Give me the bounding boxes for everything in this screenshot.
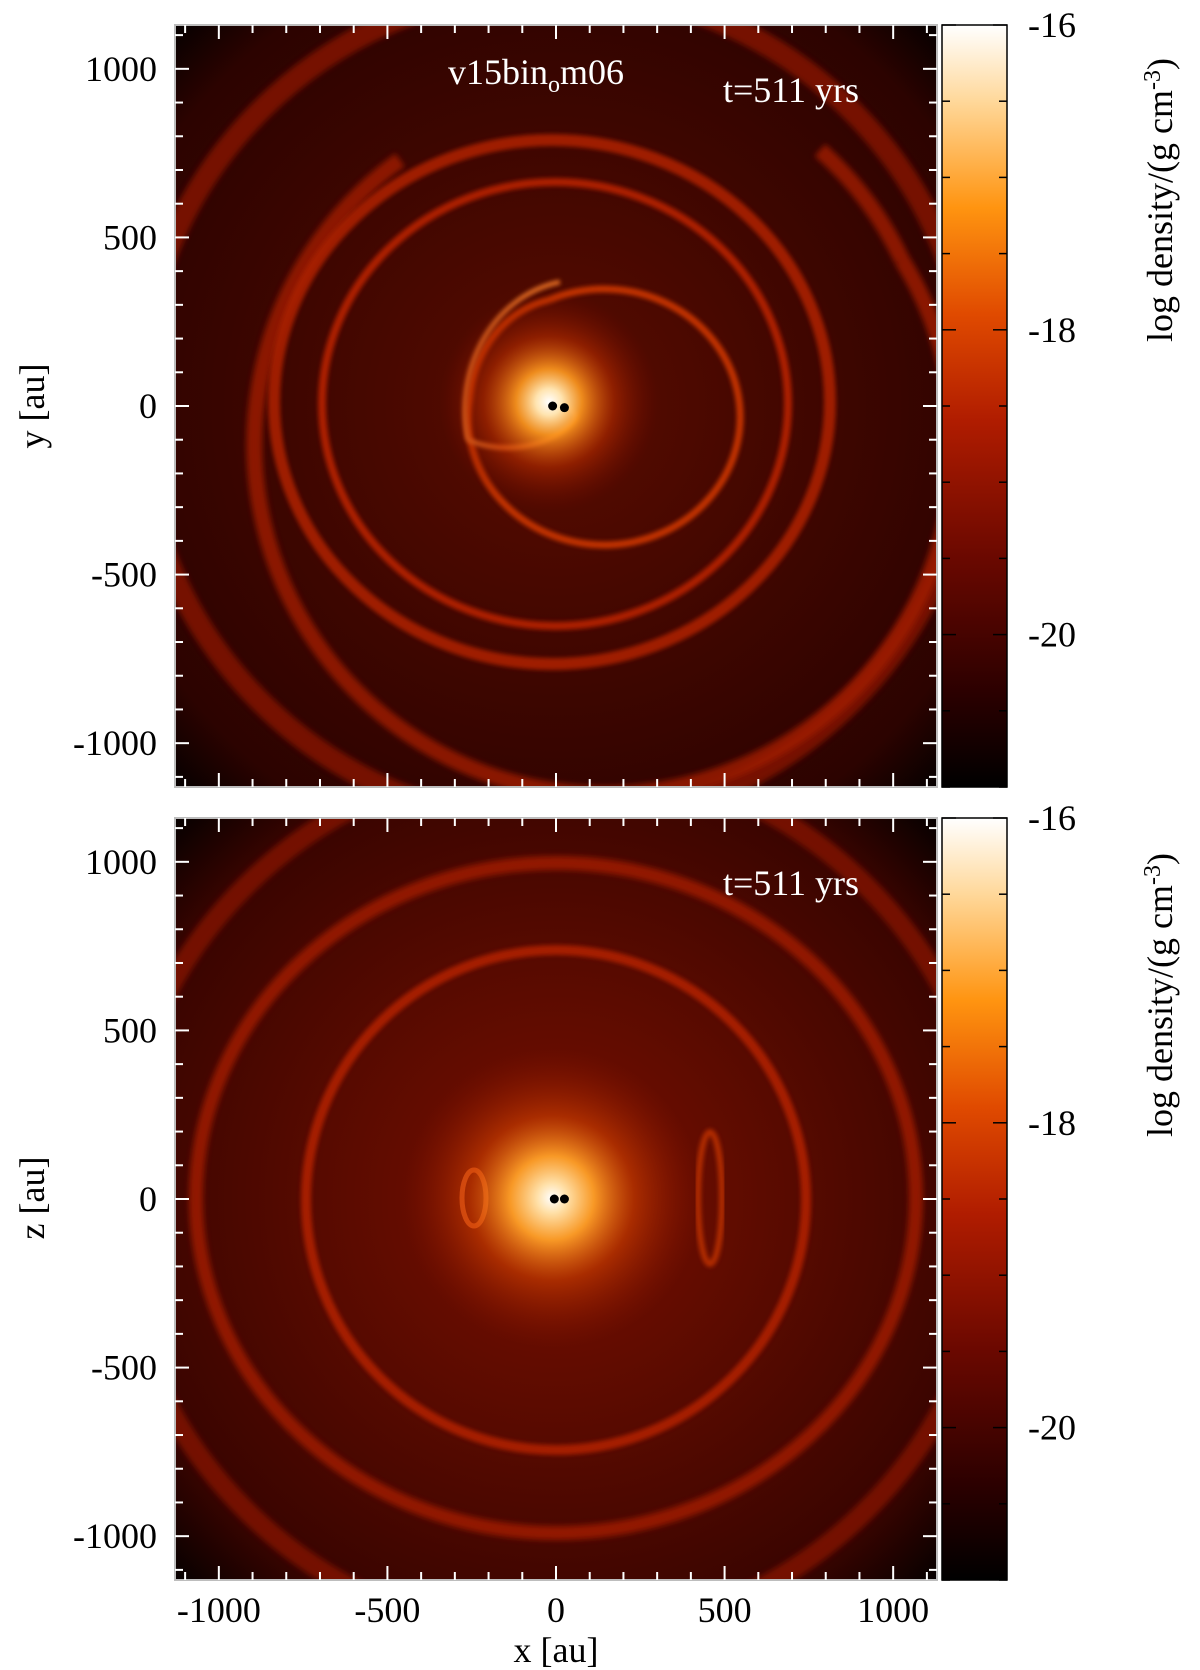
top-density-map [175, 25, 937, 787]
top-colorbar-tick-label: -16 [1028, 5, 1076, 45]
top-time-annotation: t=511 yrs [723, 70, 859, 110]
top-y-tick-label: 1000 [85, 49, 157, 89]
bottom-colorbar [941, 817, 1008, 1581]
bottom-x-tick-label: -1000 [177, 1590, 261, 1630]
bottom-star-marker [559, 1194, 569, 1204]
bottom-x-tick-label: 500 [698, 1590, 752, 1630]
bottom-stars [549, 1194, 569, 1204]
top-panel-title: v15binom06 [448, 52, 624, 98]
top-axis-ticks: -1000 -500 0 500 1000 [73, 25, 937, 787]
top-colorbar-tick-label: -20 [1028, 615, 1076, 655]
top-y-tick-label: -1000 [73, 723, 157, 763]
top-colorbar-tick-label: -18 [1028, 310, 1076, 350]
bottom-colorbar-label: log density/(g cm-3) [1140, 853, 1180, 1137]
bottom-colorbar-tick-label: -20 [1028, 1408, 1076, 1448]
bottom-x-tick-label: 1000 [857, 1590, 929, 1630]
top-y-tick-label: -500 [91, 555, 157, 595]
top-star-marker [559, 403, 569, 413]
bottom-y-tick-label: 1000 [85, 842, 157, 882]
top-panel: -1000 -500 0 500 1000 v15binom06 t=511 yrs y… [12, 5, 1180, 788]
bottom-axis-ticks: -1000 -500 0 500 1000 -1000 -500 0 500 1000 [73, 818, 937, 1630]
bottom-y-tick-label: -500 [91, 1348, 157, 1388]
top-colorbar [941, 24, 1008, 788]
top-star-marker [548, 401, 558, 411]
bottom-x-tick-label: 0 [547, 1590, 565, 1630]
top-y-tick-label: 0 [139, 386, 157, 426]
bottom-colorbar-tick-label: -16 [1028, 798, 1076, 838]
bottom-y-tick-label: 0 [139, 1179, 157, 1219]
bottom-x-axis-label: x [au] [514, 1630, 599, 1670]
top-colorbar-ticks: -16 -18 -20 [942, 5, 1076, 788]
bottom-y-axis-label: z [au] [12, 1157, 52, 1240]
top-y-axis-label: y [au] [12, 364, 52, 449]
bottom-colorbar-tick-label: -18 [1028, 1103, 1076, 1143]
top-colorbar-label: log density/(g cm-3) [1140, 58, 1180, 342]
bottom-time-annotation: t=511 yrs [723, 863, 859, 903]
top-y-tick-label: 500 [103, 217, 157, 257]
bottom-x-tick-label: -500 [354, 1590, 420, 1630]
bottom-y-tick-label: -1000 [73, 1516, 157, 1556]
bottom-colorbar-ticks: -16 -18 -20 [942, 798, 1076, 1581]
bottom-panel: -1000 -500 0 500 1000 -1000 -500 0 500 1000 t=511… [12, 798, 1180, 1670]
bottom-y-tick-label: 500 [103, 1010, 157, 1050]
top-stars [548, 401, 569, 413]
bottom-star-marker [549, 1194, 559, 1204]
